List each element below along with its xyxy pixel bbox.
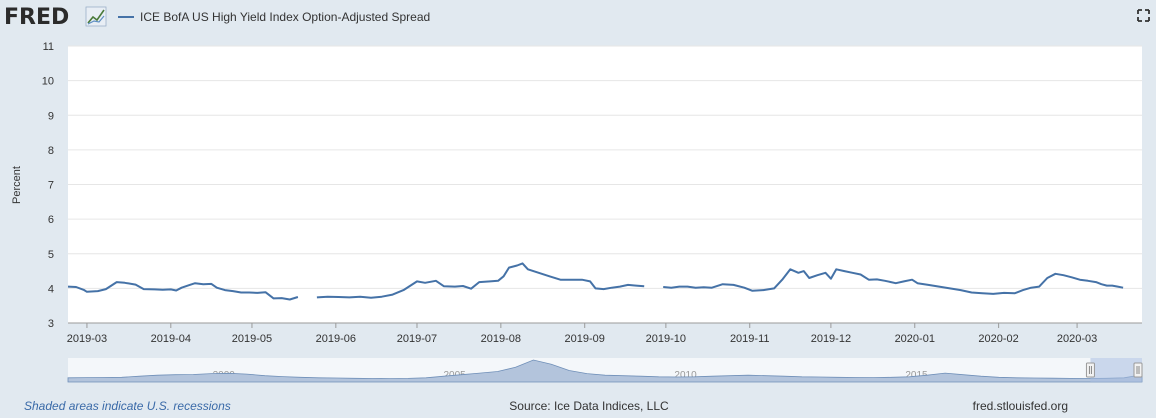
fullscreen-icon[interactable]: [1137, 9, 1150, 22]
x-tick-label: 2019-06: [316, 333, 356, 345]
y-axis-label: Percent: [11, 166, 23, 204]
navigator-handle-left[interactable]: [1085, 362, 1095, 378]
x-tick-label: 2019-03: [67, 333, 107, 345]
y-tick-label: 4: [48, 283, 54, 295]
fred-logo-graph-icon: [85, 6, 107, 27]
grid-lines: [68, 45, 1142, 289]
x-tick-label: 2020-01: [895, 333, 935, 345]
navigator[interactable]: 2000200520102015: [67, 358, 1143, 383]
legend-label: ICE BofA US High Yield Index Option-Adju…: [140, 10, 430, 24]
x-tick-label: 2019-11: [730, 333, 770, 345]
x-tick-label: 2020-03: [1057, 333, 1097, 345]
y-tick-label: 7: [48, 180, 54, 192]
x-tick-label: 2019-10: [646, 333, 686, 345]
y-tick-label: 6: [48, 214, 54, 226]
x-tick-label: 2019-05: [232, 333, 272, 345]
navigator-series-area: [67, 359, 1143, 383]
series-line-segment: [663, 268, 1124, 295]
navigator-selection[interactable]: [1090, 358, 1142, 382]
navigator-handle-right[interactable]: [1133, 362, 1143, 378]
legend-item[interactable]: ICE BofA US High Yield Index Option-Adju…: [118, 10, 430, 24]
x-tick-label: 2020-02: [978, 333, 1018, 345]
series-line-segment: [316, 262, 645, 299]
y-tick-label: 8: [48, 145, 54, 157]
y-tick-label: 11: [43, 41, 54, 53]
y-tick-label: 9: [48, 110, 54, 122]
x-tick-label: 2019-12: [811, 333, 851, 345]
y-tick-label: 3: [48, 318, 54, 330]
recession-note-link[interactable]: Shaded areas indicate U.S. recessions: [24, 399, 231, 413]
site-link[interactable]: fred.stlouisfed.org: [973, 399, 1068, 413]
fred-logo[interactable]: FRED: [4, 5, 107, 30]
series-line-segment: [67, 281, 299, 301]
y-tick-label: 10: [42, 76, 54, 88]
navigator-axis-label: 2010: [674, 370, 697, 381]
fred-logo-text: FRED: [4, 5, 69, 30]
y-tick-label: 5: [48, 249, 54, 261]
series-ice-bofa-hy-oas: [67, 262, 1124, 301]
x-tick-label: 2019-08: [481, 333, 521, 345]
source-text: Source: Ice Data Indices, LLC: [509, 399, 669, 413]
x-axis-ticks: 2019-03 2019-04 2019-05 2019-06 2019-07 2019-…: [67, 323, 1097, 345]
x-tick-label: 2019-04: [151, 333, 191, 345]
x-tick-label: 2019-09: [565, 333, 605, 345]
x-tick-label: 2019-07: [397, 333, 437, 345]
navigator-axis-label: 2015: [905, 370, 928, 381]
y-axis-ticks: 3 4 5 6 7 8 9 10 11: [42, 41, 54, 330]
